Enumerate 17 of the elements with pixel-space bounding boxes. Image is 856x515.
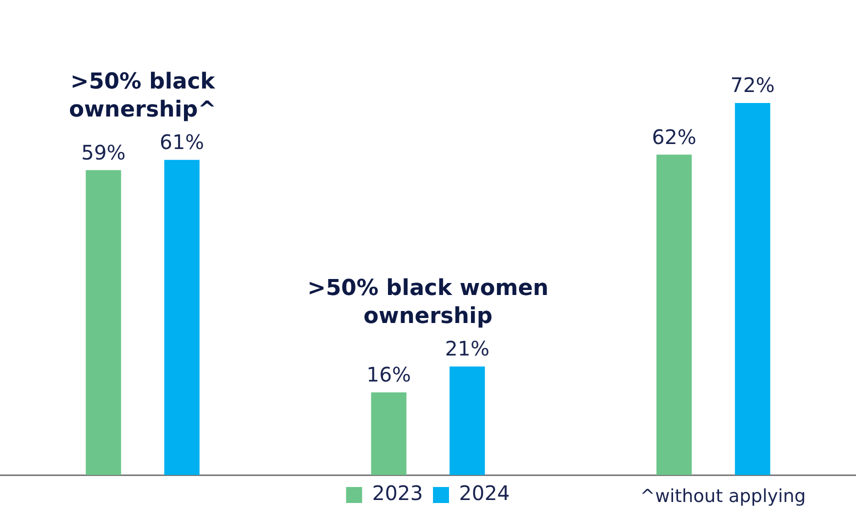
bar (656, 154, 692, 475)
bar (450, 366, 485, 475)
data-label: 21% (445, 336, 490, 361)
data-label: 72% (730, 73, 775, 98)
bar (164, 160, 200, 475)
data-label: 62% (652, 124, 696, 149)
x-tick-label: >50% black ownership^ (68, 70, 216, 123)
data-label: 61% (160, 130, 204, 154)
data-label: 16% (366, 362, 411, 387)
text: ^without applying (640, 486, 806, 507)
legend-label: 2023 (372, 481, 424, 506)
bar (86, 170, 122, 475)
bar (371, 392, 406, 475)
legend-label: 2024 (459, 481, 510, 506)
bar (734, 103, 770, 475)
x-tick-label: >50% black women ownership (307, 276, 549, 330)
data-label: 59% (81, 140, 126, 164)
